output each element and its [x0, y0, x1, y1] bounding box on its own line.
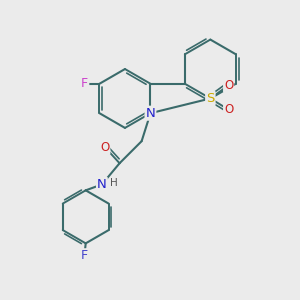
- Text: O: O: [100, 141, 110, 154]
- Text: O: O: [224, 103, 233, 116]
- Text: N: N: [97, 178, 107, 191]
- Text: H: H: [110, 178, 118, 188]
- Text: S: S: [206, 92, 214, 105]
- Text: F: F: [81, 249, 88, 262]
- Text: O: O: [224, 79, 233, 92]
- Text: N: N: [146, 107, 155, 120]
- Text: F: F: [81, 77, 88, 90]
